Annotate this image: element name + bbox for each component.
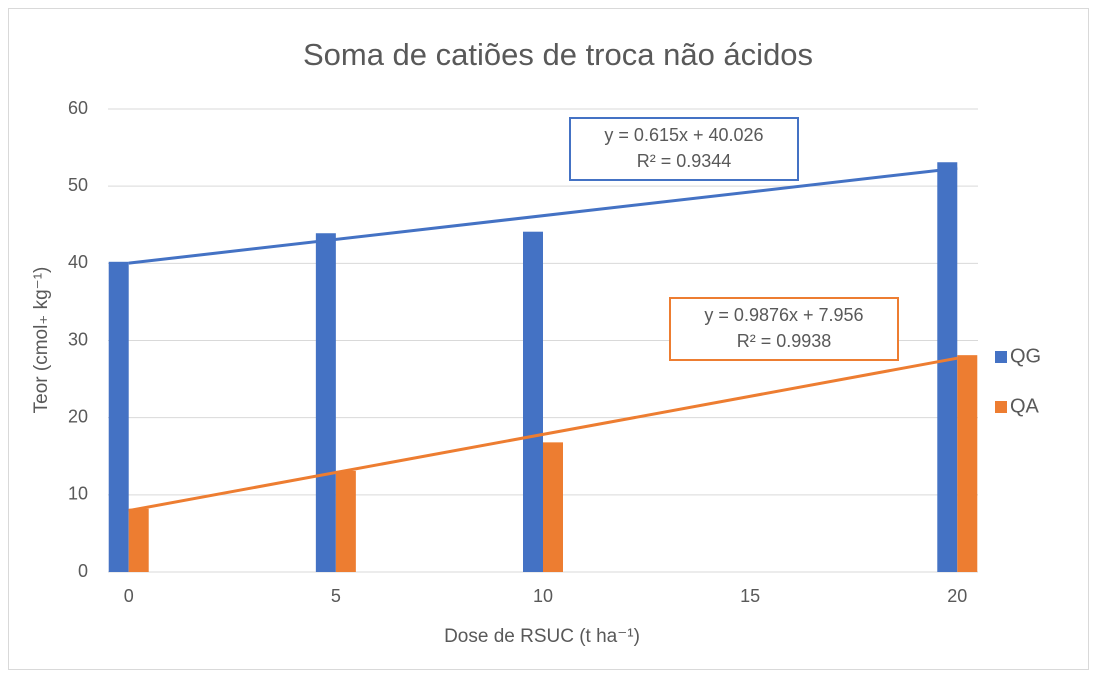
y-tick-label: 10	[68, 484, 88, 504]
y-tick-label: 50	[68, 175, 88, 195]
bar	[957, 355, 978, 572]
x-tick-label: 20	[947, 586, 967, 606]
equation-box	[569, 117, 799, 181]
y-tick-label: 60	[68, 98, 88, 118]
trendline-r2: R² = 0.9344	[637, 151, 732, 171]
x-tick-label: 10	[533, 586, 553, 606]
x-axis-label: Dose de RSUC (t ha⁻¹)	[444, 626, 640, 647]
trendline	[128, 166, 958, 265]
trendline	[128, 356, 958, 513]
bar	[523, 231, 543, 572]
trendline-equation: y = 0.615x + 40.026	[604, 125, 763, 145]
bar	[335, 470, 356, 572]
x-tick-label: 0	[124, 586, 134, 606]
equation-box	[669, 297, 899, 361]
y-tick-label: 20	[68, 406, 88, 426]
trendline-r2: R² = 0.9938	[737, 331, 832, 351]
bar	[937, 162, 958, 572]
legend-label: QG	[1010, 345, 1041, 367]
x-tick-label: 5	[331, 586, 341, 606]
bar	[543, 442, 563, 572]
legend-swatch	[995, 351, 1007, 363]
y-tick-label: 30	[68, 329, 88, 349]
chart-title: Soma de catiões de troca não ácidos	[303, 37, 813, 72]
bar	[315, 233, 336, 572]
legend-swatch	[995, 401, 1007, 413]
bar	[128, 508, 149, 572]
legend-label: QA	[1010, 395, 1040, 417]
bar	[108, 261, 129, 572]
trendline-equation: y = 0.9876x + 7.956	[704, 305, 863, 325]
y-tick-label: 40	[68, 252, 88, 272]
y-axis-label: Teor (cmol₊ kg⁻¹)	[31, 267, 52, 414]
y-tick-label: 0	[78, 561, 88, 581]
x-tick-label: 15	[740, 586, 760, 606]
